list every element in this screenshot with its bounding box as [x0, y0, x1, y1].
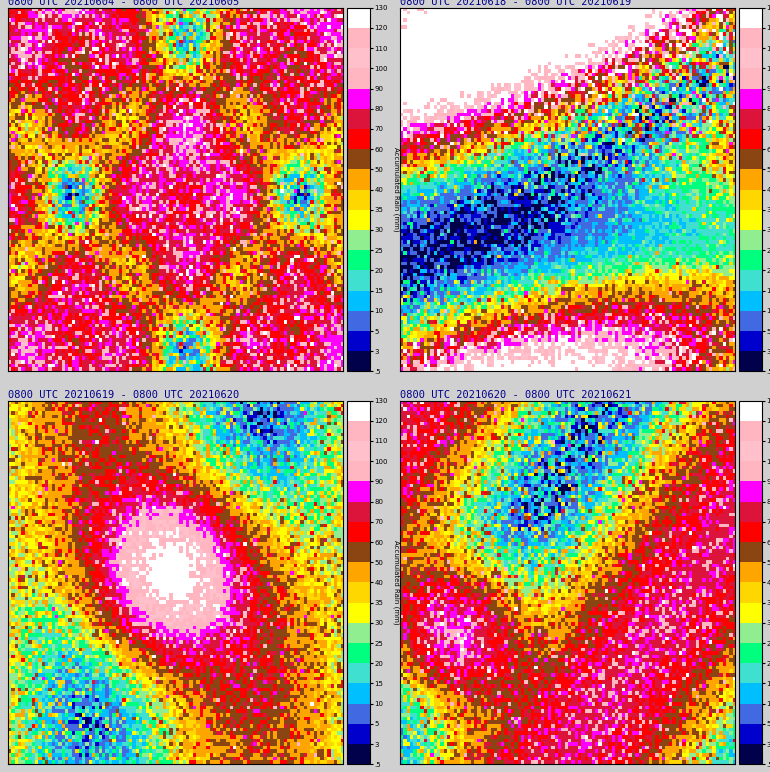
Text: 0800 UTC 20210618 - 0800 UTC 20210619: 0800 UTC 20210618 - 0800 UTC 20210619 [400, 0, 631, 7]
Text: 0800 UTC 20210604 - 0800 UTC 20210605: 0800 UTC 20210604 - 0800 UTC 20210605 [8, 0, 239, 7]
Y-axis label: Accumulated Rain (mm): Accumulated Rain (mm) [393, 540, 400, 625]
Text: 0800 UTC 20210620 - 0800 UTC 20210621: 0800 UTC 20210620 - 0800 UTC 20210621 [400, 390, 631, 400]
Y-axis label: Accumulated Rain (mm): Accumulated Rain (mm) [393, 147, 400, 232]
Text: 0800 UTC 20210619 - 0800 UTC 20210620: 0800 UTC 20210619 - 0800 UTC 20210620 [8, 390, 239, 400]
